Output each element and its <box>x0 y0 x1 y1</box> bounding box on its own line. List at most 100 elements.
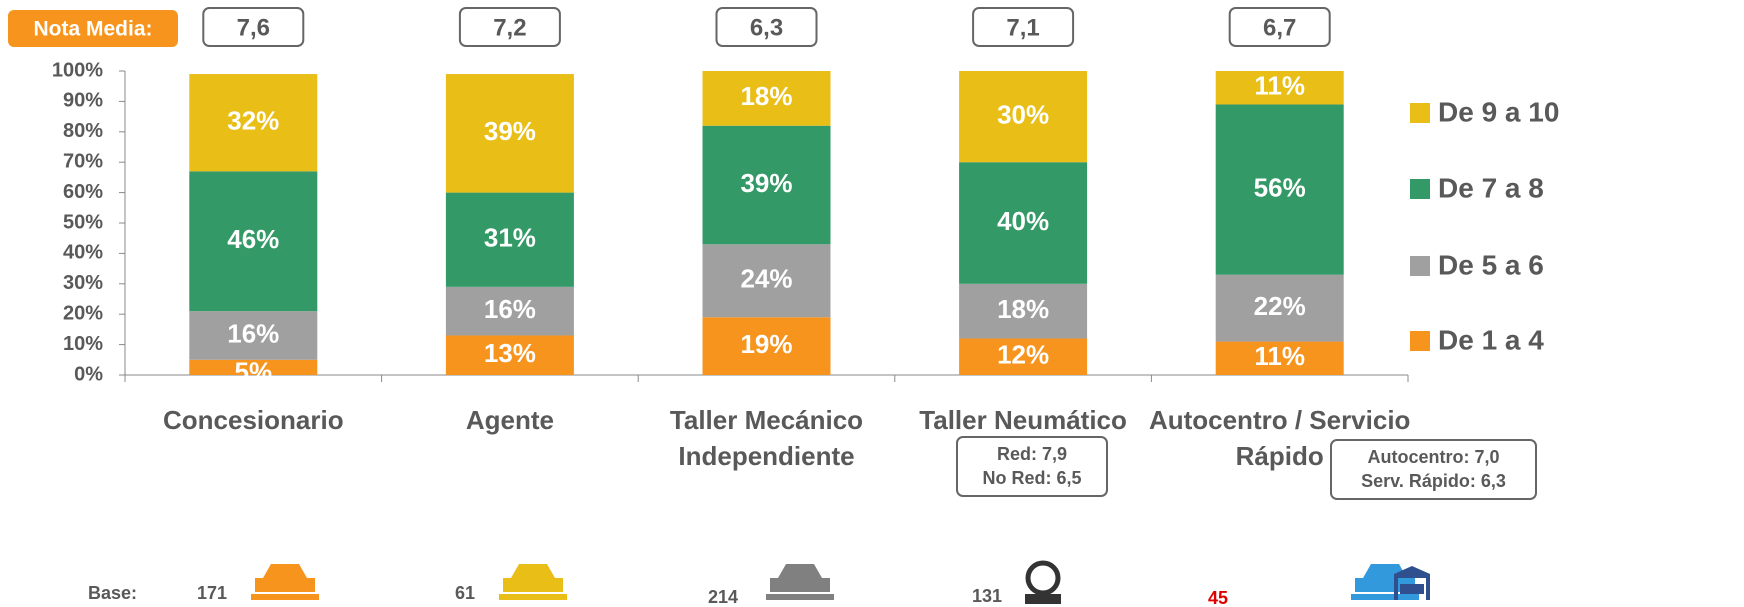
base-value: 214 <box>708 587 738 607</box>
nota-box <box>202 7 305 47</box>
data-label: 13% <box>484 338 536 368</box>
bar-segment <box>959 338 1088 375</box>
nota-value: 7,1 <box>1006 14 1039 41</box>
y-tick-label: 10% <box>63 333 103 355</box>
y-tick-label: 40% <box>63 242 103 264</box>
icon <box>1394 566 1430 600</box>
legend-swatch <box>1410 256 1430 276</box>
x-tick-label: Agente <box>465 405 554 435</box>
icon <box>1025 560 1061 596</box>
icon <box>499 594 567 600</box>
data-label: 11% <box>1254 341 1305 371</box>
data-label: 30% <box>997 99 1049 129</box>
icon <box>503 564 563 592</box>
y-tick-label: 80% <box>63 120 103 142</box>
nota-value: 6,7 <box>1263 14 1296 41</box>
data-label: 11% <box>1254 71 1305 101</box>
note-line: No Red: 6,5 <box>982 468 1081 488</box>
nota-value: 6,3 <box>750 14 783 41</box>
nota-media-label: Nota Media: <box>33 18 152 41</box>
y-tick-label: 20% <box>63 302 103 324</box>
bar-segment <box>189 171 318 312</box>
data-label: 19% <box>740 329 792 359</box>
bar-segment <box>445 335 574 375</box>
data-label: 5% <box>235 356 273 386</box>
bar-segment <box>1215 274 1344 342</box>
note-box <box>956 436 1108 497</box>
data-label: 40% <box>997 206 1049 236</box>
data-label: 18% <box>997 294 1049 324</box>
y-tick-label: 70% <box>63 150 103 172</box>
y-tick-label: 30% <box>63 272 103 294</box>
x-tick-label: Taller Neumático <box>919 405 1127 435</box>
nota-value: 7,6 <box>237 14 270 41</box>
icon <box>766 594 834 600</box>
y-tick-label: 90% <box>63 90 103 112</box>
legend-swatch <box>1410 103 1430 123</box>
data-label: 16% <box>484 294 536 324</box>
bar-segment <box>189 74 318 172</box>
icon <box>1025 594 1061 604</box>
nota-media-box <box>8 10 178 47</box>
data-label: 39% <box>484 116 536 146</box>
legend-label: De 5 a 6 <box>1438 249 1544 280</box>
icon <box>770 564 830 592</box>
data-label: 32% <box>227 106 279 136</box>
data-label: 22% <box>1254 291 1306 321</box>
bar-segment <box>1215 71 1344 105</box>
y-tick-label: 0% <box>74 363 103 385</box>
icon <box>251 594 319 600</box>
nota-box <box>715 7 818 47</box>
legend-swatch <box>1410 179 1430 199</box>
nota-box <box>972 7 1075 47</box>
legend-label: De 1 a 4 <box>1438 324 1544 355</box>
data-label: 18% <box>740 81 792 111</box>
note-line: Autocentro: 7,0 <box>1367 447 1499 467</box>
data-label: 24% <box>740 264 792 294</box>
bar-segment <box>702 317 831 375</box>
bar-segment <box>702 244 831 318</box>
y-tick-label: 50% <box>63 211 103 233</box>
icon <box>255 564 315 592</box>
icon <box>1400 584 1424 594</box>
bar-segment <box>445 74 574 193</box>
bar-segment <box>959 162 1088 284</box>
bar-segment <box>445 192 574 287</box>
base-value: 131 <box>972 586 1002 606</box>
nota-box <box>1228 7 1331 47</box>
note-line: Serv. Rápido: 6,3 <box>1361 471 1506 491</box>
base-value: 171 <box>197 583 227 603</box>
bar-segment <box>189 311 318 360</box>
base-value: 45 <box>1208 588 1228 607</box>
y-tick-label: 60% <box>63 181 103 203</box>
bar-segment <box>1215 341 1344 375</box>
bar-segment <box>702 71 831 126</box>
nota-value: 7,2 <box>493 14 526 41</box>
bar-segment <box>959 71 1088 163</box>
icon <box>1351 594 1419 600</box>
bar-segment <box>702 125 831 245</box>
data-label: 31% <box>484 223 536 253</box>
x-tick-label: Taller Mecánico Independiente <box>669 405 864 471</box>
x-tick-label: Autocentro / Servicio Rápido <box>1148 405 1411 471</box>
data-label: 39% <box>740 168 792 198</box>
nota-box <box>458 7 561 47</box>
note-line: Red: 7,9 <box>997 444 1067 464</box>
bar-segment <box>1215 104 1344 275</box>
note-box <box>1330 439 1537 500</box>
y-tick-label: 100% <box>52 59 103 81</box>
legend-label: De 9 a 10 <box>1438 96 1559 127</box>
bar-segment <box>189 359 318 375</box>
data-label: 56% <box>1254 172 1306 202</box>
data-label: 12% <box>997 340 1049 370</box>
data-label: 16% <box>227 318 279 348</box>
bar-segment <box>959 283 1088 339</box>
bar-segment <box>445 286 574 336</box>
data-label: 46% <box>227 224 279 254</box>
base-label: Base: <box>88 583 137 603</box>
x-tick-label: Concesionario <box>163 405 344 435</box>
legend-label: De 7 a 8 <box>1438 172 1544 203</box>
base-value: 61 <box>455 583 475 603</box>
